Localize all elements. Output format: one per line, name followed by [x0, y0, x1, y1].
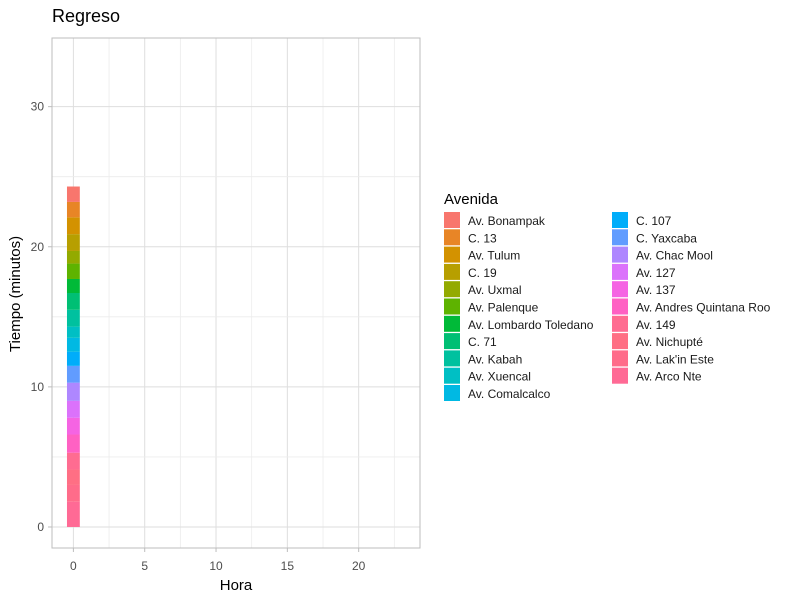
y-tick-label: 30: [31, 100, 45, 114]
x-tick-label: 20: [352, 559, 366, 573]
legend-key: [444, 315, 460, 332]
legend-label: Av. Bonampak: [468, 214, 546, 228]
legend-label: Av. Nichupté: [636, 335, 703, 349]
legend-key: [444, 367, 460, 384]
legend-label: Av. Arco Nte: [636, 370, 702, 384]
legend-label: Av. Andres Quintana Roo: [636, 301, 771, 315]
legend-key: [444, 385, 460, 401]
y-tick-label: 20: [31, 240, 45, 254]
legend-label: Av. Chac Mool: [636, 249, 713, 263]
bar-segment: [66, 293, 80, 310]
bar-segment: [66, 365, 80, 383]
legend-key: [444, 333, 460, 350]
panel-border: [51, 37, 421, 549]
legend-label: Av. Comalcalco: [468, 387, 551, 401]
bar-segment: [66, 250, 80, 264]
bar-segment: [66, 434, 80, 453]
legend-label: C. 19: [468, 266, 497, 280]
x-tick-labels: 0 5 10 15 20: [70, 548, 366, 573]
bar-segment: [66, 501, 80, 527]
legend-key: [444, 212, 460, 228]
bar-segment: [66, 417, 80, 435]
legend-key: [612, 333, 628, 350]
legend-label: Av. Kabah: [468, 352, 522, 366]
legend-label: Av. 149: [636, 318, 676, 332]
legend-title: Avenida: [444, 191, 499, 208]
legend-label: Av. 127: [636, 266, 676, 280]
chart-title: Regreso: [52, 6, 120, 26]
grid: [52, 38, 420, 548]
x-axis-title: Hora: [220, 577, 253, 594]
legend-key: [444, 263, 460, 280]
y-tick-label: 0: [37, 520, 44, 534]
legend-key: [612, 367, 628, 384]
bar-segment: [66, 469, 80, 485]
bar-segment: [66, 309, 80, 327]
legend-key: [444, 350, 460, 367]
legend: Av. Bonampak C. 13 Av. Tulum C. 19 Av. Uxmal…: [444, 212, 771, 401]
x-tick-label: 0: [70, 559, 77, 573]
bars: [66, 186, 80, 527]
legend-label: C. 71: [468, 335, 497, 349]
legend-label: Av. Xuencal: [468, 370, 531, 384]
legend-label: Av. Palenque: [468, 301, 539, 315]
bar-segment: [66, 337, 80, 352]
legend-key: [612, 315, 628, 332]
bar-segment: [66, 234, 80, 251]
legend-key: [612, 246, 628, 263]
bar-segment: [66, 400, 80, 418]
y-tick-label: 10: [31, 380, 45, 394]
x-tick-label: 10: [209, 559, 223, 573]
legend-label: C. Yaxcaba: [636, 231, 697, 245]
legend-key: [612, 298, 628, 315]
legend-key: [444, 229, 460, 246]
legend-key: [612, 263, 628, 280]
legend-key: [612, 281, 628, 298]
legend-key: [444, 281, 460, 298]
bar-segment: [66, 278, 80, 293]
y-axis-title: Tiempo (minutos): [7, 236, 24, 352]
legend-label: Av. Lombardo Toledano: [468, 318, 594, 332]
legend-key: [444, 298, 460, 315]
legend-label: Av. 137: [636, 283, 676, 297]
legend-label: C. 13: [468, 231, 497, 245]
legend-key: [612, 212, 628, 228]
legend-label: C. 107: [636, 214, 672, 228]
y-tick-labels: 0 10 20 30: [31, 100, 52, 534]
bar-segment: [66, 452, 80, 470]
bar-segment: [66, 217, 80, 235]
legend-label: Av. Tulum: [468, 249, 520, 263]
bar-segment: [66, 326, 80, 338]
bar-segment: [66, 263, 80, 279]
bar-segment: [66, 351, 80, 366]
legend-label: Av. Uxmal: [468, 283, 522, 297]
legend-label: Av. Lak'in Este: [636, 352, 714, 366]
bar-segment: [66, 186, 80, 202]
legend-key: [612, 350, 628, 367]
legend-key: [444, 246, 460, 263]
x-tick-label: 15: [281, 559, 295, 573]
legend-key: [612, 229, 628, 246]
bar-segment: [66, 382, 80, 401]
bar-segment: [66, 484, 80, 502]
x-tick-label: 5: [141, 559, 148, 573]
bar-segment: [66, 201, 80, 218]
